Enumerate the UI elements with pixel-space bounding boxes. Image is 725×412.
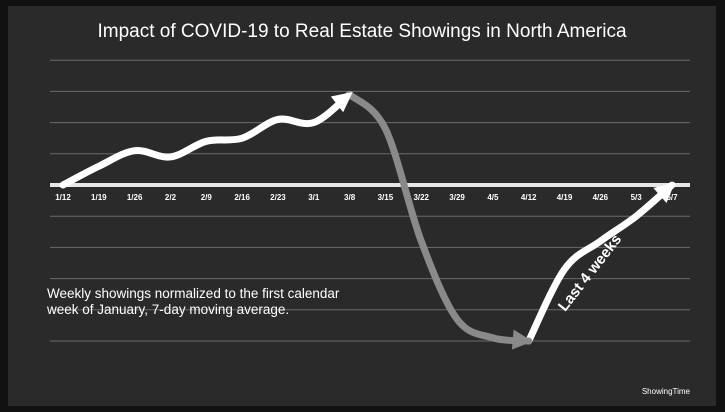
- source: ShowingTime: [642, 387, 691, 396]
- chart-title: Impact of COVID-19 to Real Estate Showin…: [97, 21, 626, 42]
- x-tick-label: 4/26: [593, 193, 609, 202]
- x-tick-label: 3/8: [344, 193, 356, 202]
- x-tick-label: 3/22: [413, 193, 429, 202]
- x-tick-label: 2/23: [270, 193, 286, 202]
- x-tick-label: 2/9: [201, 193, 213, 202]
- arrow-head: [653, 182, 676, 204]
- line: [59, 91, 354, 189]
- x-tick-label: 3/15: [378, 193, 394, 202]
- annotation: Weekly showings normalized to the first …: [47, 286, 340, 317]
- x-tick-label: 1/26: [127, 193, 143, 202]
- plot-background: [8, 6, 716, 406]
- x-tick-label: 1/12: [55, 193, 71, 202]
- x-tick-label: 5/3: [631, 193, 643, 202]
- x-tick-label: 4/5: [487, 193, 499, 202]
- line: [346, 91, 533, 345]
- x-tick-label: 1/19: [91, 193, 107, 202]
- x-tick-label: 5/7: [666, 193, 678, 202]
- x-tick-label: 3/1: [308, 193, 320, 202]
- x-tick-label: 3/29: [449, 193, 465, 202]
- arrow-head: [330, 92, 353, 113]
- line: [525, 181, 676, 345]
- x-tick-label: 4/19: [557, 193, 573, 202]
- x-tick-label: 4/12: [521, 193, 537, 202]
- arrow-head: [511, 329, 533, 350]
- x-tick-label: 2/2: [165, 193, 177, 202]
- x-tick-label: 2/16: [234, 193, 250, 202]
